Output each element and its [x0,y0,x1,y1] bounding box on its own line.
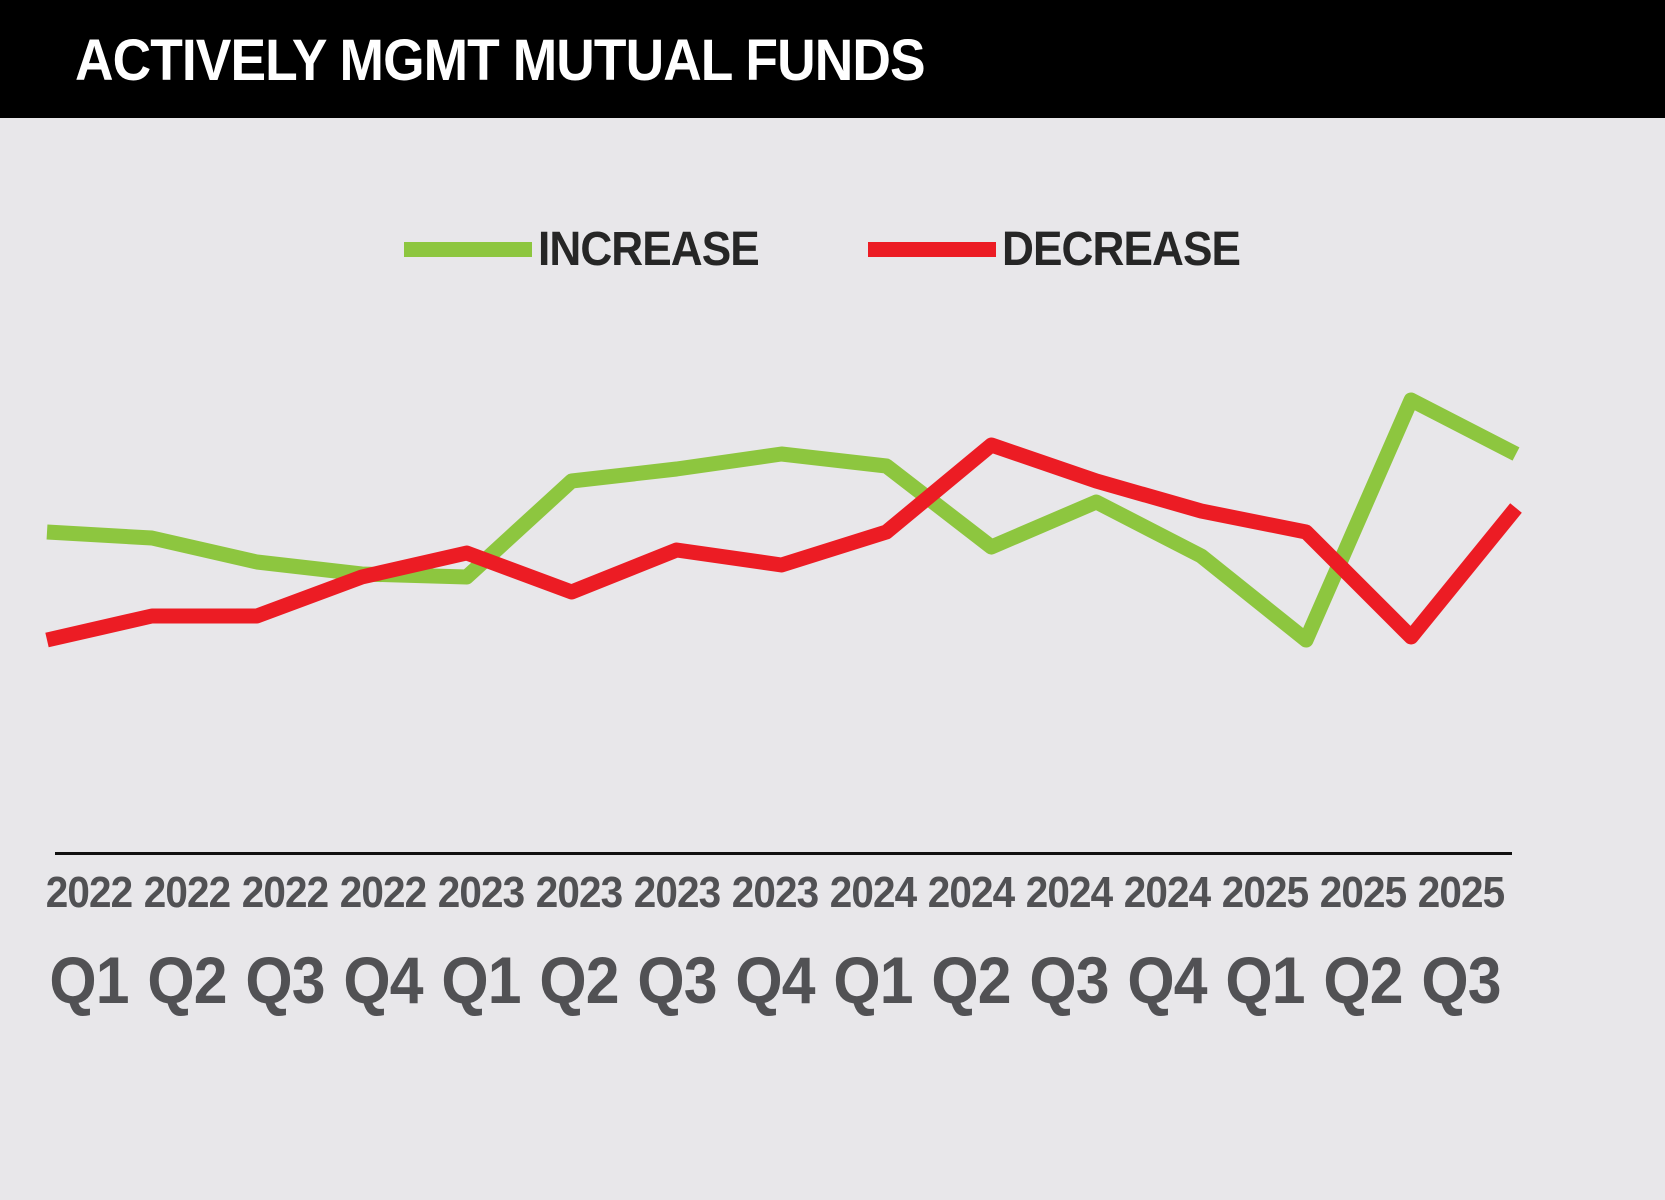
axis-year-label: 2024 [1025,868,1113,917]
increase-line-swatch [404,242,533,257]
axis-year-label: 2022 [143,868,231,917]
axis-year-label: 2025 [1417,868,1505,917]
decrease-line-swatch [868,242,997,257]
axis-year-label: 2023 [535,868,623,917]
axis-quarter-label: Q3 [1029,943,1109,1017]
chart-legend: INCREASE DECREASE [0,222,1665,277]
axis-quarter-label: Q4 [1127,943,1207,1017]
line-chart [45,392,1522,648]
axis-quarter-label: Q4 [343,943,423,1017]
axis-year-label: 2022 [45,868,133,917]
axis-year-label: 2024 [927,868,1015,917]
axis-quarter-label: Q2 [539,943,619,1017]
legend-item-increase: INCREASE [404,222,778,277]
axis-quarter-label: Q3 [245,943,325,1017]
x-axis-years-row: 2022 2022 2022 2022 2023 2023 2023 2023 2024 2024… [40,868,1510,918]
axis-quarter-label: Q3 [1421,943,1501,1017]
chart-title: ACTIVELY MGMT MUTUAL FUNDS [75,28,926,93]
axis-quarter-label: Q3 [637,943,717,1017]
axis-year-label: 2022 [339,868,427,917]
axis-quarter-label: Q1 [49,943,129,1017]
axis-year-label: 2024 [1123,868,1211,917]
axis-quarter-label: Q2 [1323,943,1403,1017]
axis-year-label: 2023 [437,868,525,917]
axis-quarter-label: Q1 [833,943,913,1017]
legend-label-decrease: DECREASE [1002,223,1241,276]
series-line-decrease [45,437,1522,648]
legend-label-increase: INCREASE [538,223,760,276]
axis-quarter-label: Q4 [735,943,815,1017]
title-bar: ACTIVELY MGMT MUTUAL FUNDS [0,0,1665,118]
axis-year-label: 2025 [1319,868,1407,917]
axis-quarter-label: Q1 [1225,943,1305,1017]
series-line-increase [46,392,1520,648]
axis-year-label: 2023 [633,868,721,917]
x-axis-quarters-row: Q1 Q2 Q3 Q4 Q1 Q2 Q3 Q4 Q1 Q2 Q3 Q4 Q1 Q2 Q3 [40,942,1510,1018]
axis-year-label: 2022 [241,868,329,917]
axis-quarter-label: Q2 [931,943,1011,1017]
axis-year-label: 2025 [1221,868,1309,917]
axis-quarter-label: Q2 [147,943,227,1017]
axis-year-label: 2023 [731,868,819,917]
legend-item-decrease: DECREASE [868,222,1261,277]
axis-quarter-label: Q1 [441,943,521,1017]
x-axis-line [55,852,1512,855]
axis-year-label: 2024 [829,868,917,917]
